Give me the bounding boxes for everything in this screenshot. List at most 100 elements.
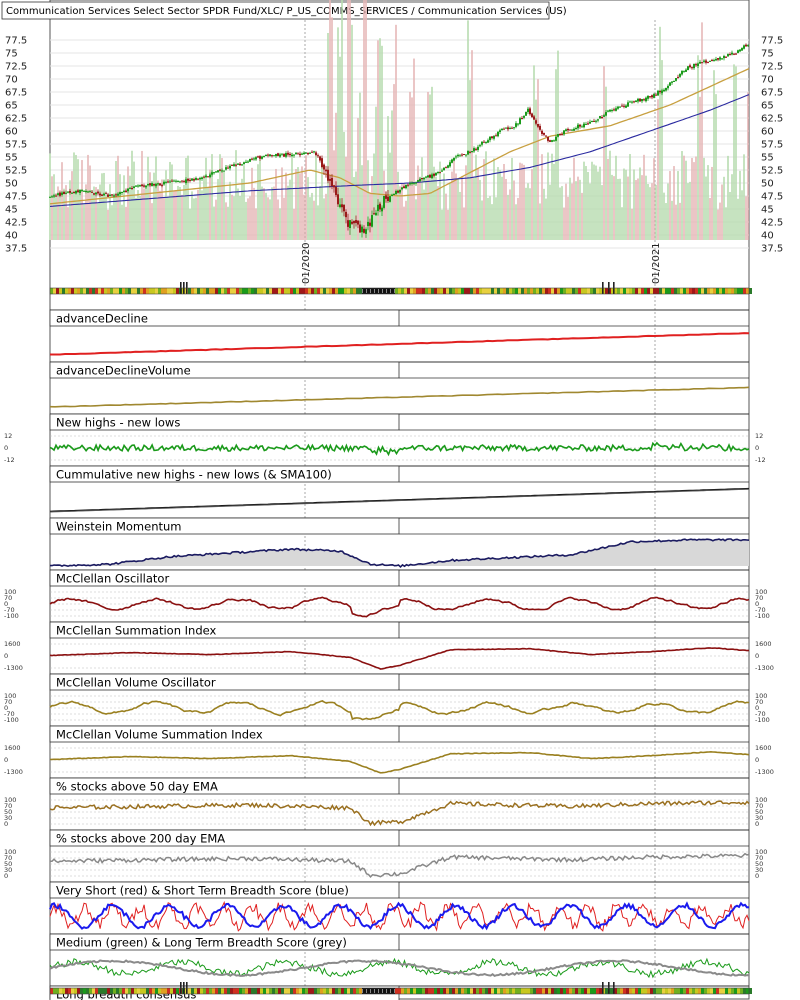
strip-cell xyxy=(191,288,194,294)
candle-body xyxy=(741,48,743,51)
candle-body xyxy=(271,155,273,157)
volume-bar xyxy=(103,172,105,240)
strip-cell xyxy=(131,288,134,294)
candle-body xyxy=(373,213,375,215)
panel-title-box xyxy=(49,829,400,847)
strip-cell xyxy=(356,988,359,994)
candle-body xyxy=(427,175,429,178)
strip-cell xyxy=(227,288,230,294)
candle-body xyxy=(645,97,647,102)
candle-body xyxy=(609,109,611,112)
strip-cell xyxy=(83,988,86,994)
volume-bar xyxy=(65,185,67,240)
candle-body xyxy=(399,189,401,193)
candle-body xyxy=(301,153,303,155)
y-tick-right: 62.5 xyxy=(761,114,783,125)
candle-body xyxy=(681,70,683,75)
volume-bar xyxy=(281,167,283,240)
panel-title: Cummulative new highs - new lows (& SMA1… xyxy=(56,468,332,482)
strip-band-tick xyxy=(386,989,387,993)
strip-cell xyxy=(623,988,626,994)
candle-body xyxy=(721,58,723,60)
strip-cell xyxy=(728,288,731,294)
strip-band-tick xyxy=(370,289,371,293)
strip-cell xyxy=(494,288,497,294)
strip-cell xyxy=(617,288,620,294)
candle-body xyxy=(711,59,713,61)
strip-cell xyxy=(404,988,407,994)
panel-tick-right: 1600 xyxy=(755,640,772,648)
strip-cell xyxy=(491,288,494,294)
volume-bar xyxy=(61,162,63,240)
strip-cell xyxy=(293,288,296,294)
strip-cell xyxy=(314,288,317,294)
panel-title: McClellan Volume Oscillator xyxy=(56,676,216,690)
volume-bar xyxy=(685,160,687,240)
volume-bar xyxy=(669,171,671,240)
strip-cell xyxy=(683,288,686,294)
panel-title-box xyxy=(49,621,400,639)
panel-title: McClellan Volume Summation Index xyxy=(56,728,263,742)
strip-cell xyxy=(107,288,110,294)
panel-tick-right: 70 xyxy=(755,854,763,862)
strip-cell xyxy=(92,288,95,294)
strip-cell xyxy=(248,988,251,994)
panel-tick-left: -70 xyxy=(4,606,15,614)
candle-body xyxy=(273,155,275,157)
panel-tick-left: 1600 xyxy=(4,640,21,648)
strip-cell xyxy=(668,988,671,994)
strip-band-tick xyxy=(390,989,391,993)
very-short-score-line xyxy=(49,900,750,932)
candle-body xyxy=(401,187,403,190)
volume-bar xyxy=(493,158,495,240)
volume-bar xyxy=(647,184,649,240)
strip-cell xyxy=(278,988,281,994)
volume-bar xyxy=(363,0,365,240)
strip-cell xyxy=(314,988,317,994)
strip-cell xyxy=(68,288,71,294)
strip-cell xyxy=(50,988,53,994)
candle-body xyxy=(509,127,511,130)
strip-cell xyxy=(233,288,236,294)
candle-body xyxy=(549,140,551,142)
panel-tick-right: -70 xyxy=(755,606,766,614)
strip-cell xyxy=(119,988,122,994)
percent-above-ema-line xyxy=(49,800,750,827)
volume-bar xyxy=(79,190,81,240)
volume-bar xyxy=(511,157,513,240)
volume-bar xyxy=(63,188,65,240)
candle-body xyxy=(493,136,495,139)
volume-bar xyxy=(583,161,585,240)
strip-cell xyxy=(68,988,71,994)
panel-title: Very Short (red) & Short Term Breadth Sc… xyxy=(56,884,349,898)
strip-cell xyxy=(236,288,239,294)
volume-bar xyxy=(529,188,531,240)
candle-body xyxy=(587,123,589,125)
panel-title-box xyxy=(49,413,400,431)
y-tick-left: 57.5 xyxy=(5,140,27,151)
panel-tick-left: -100 xyxy=(4,716,19,724)
strip-cell xyxy=(746,288,749,294)
candle-body xyxy=(429,174,431,178)
strip-cell xyxy=(722,988,725,994)
strip-cell xyxy=(518,988,521,994)
y-tick-left: 65 xyxy=(5,101,18,112)
strip-cell xyxy=(122,288,125,294)
volume-bar xyxy=(735,66,737,241)
volume-bar xyxy=(447,209,449,240)
strip-cell xyxy=(326,288,329,294)
candle-body xyxy=(707,62,709,64)
strip-cell xyxy=(530,988,533,994)
y-tick-right: 65 xyxy=(761,101,774,112)
volume-bar xyxy=(409,91,411,240)
strip-cell xyxy=(539,988,542,994)
candle-body xyxy=(365,229,367,234)
strip-cell xyxy=(164,288,167,294)
volume-bar xyxy=(607,158,609,240)
candle-body xyxy=(111,194,113,196)
volume-bar xyxy=(267,197,269,240)
volume-bar xyxy=(507,194,509,240)
candle-body xyxy=(67,191,69,193)
candle-body xyxy=(243,162,245,165)
